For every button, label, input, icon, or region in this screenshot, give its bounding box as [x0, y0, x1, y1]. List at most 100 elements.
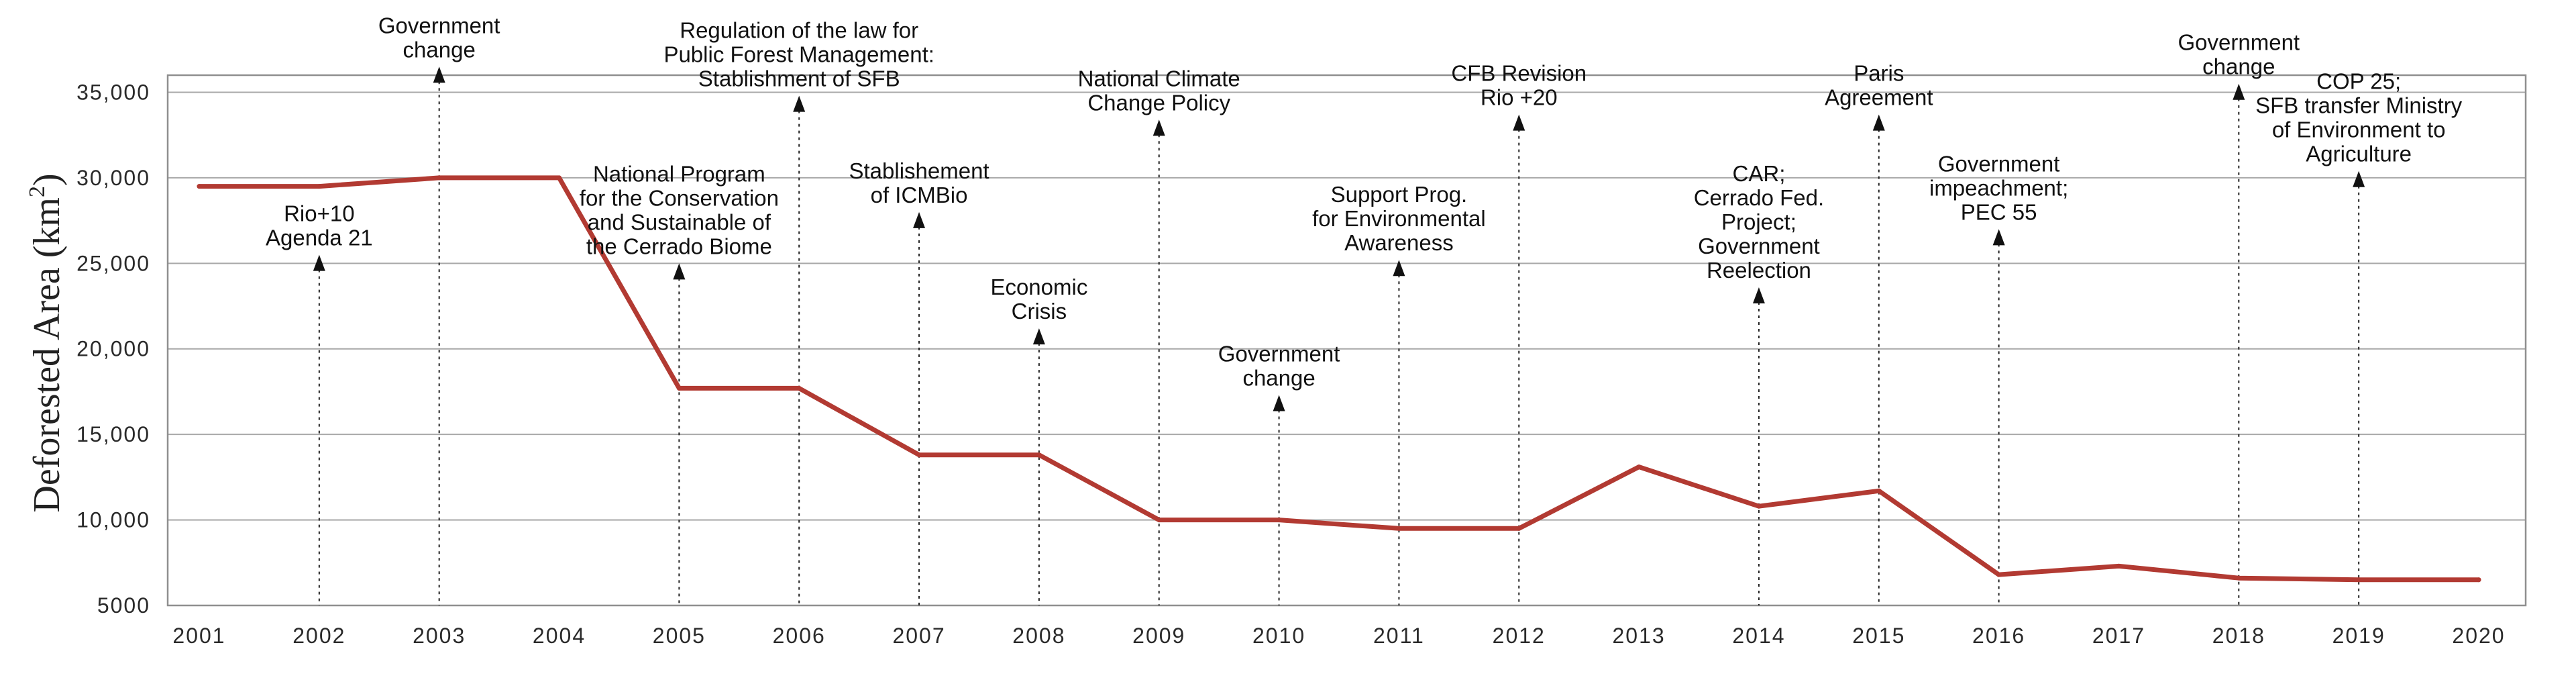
annotation-line: Government — [2178, 30, 2300, 55]
x-tick-label: 2015 — [1852, 624, 1905, 648]
annotation-line: Rio+10 — [284, 201, 355, 226]
x-tick-label: 2002 — [292, 624, 345, 648]
y-axis-title-superscript: 2 — [25, 186, 50, 197]
annotation-line: Crisis — [1012, 299, 1067, 324]
annotation-arrowhead — [1992, 229, 2005, 246]
annotation-arrowhead — [1752, 287, 1765, 303]
y-tick-labels: 5000 10,000 15,000 20,000 25,000 30,000 35,000 — [76, 80, 150, 618]
annotation-line: impeachment; — [1929, 175, 2068, 200]
annotation-line: Agreement — [1825, 85, 1933, 110]
annotation-label: Rio+10 Agenda 21 — [266, 201, 373, 250]
annotation-arrowhead — [1872, 114, 1885, 131]
annotation-label: CAR; Cerrado Fed. Project; Government Reelec… — [1694, 161, 1824, 283]
data-point — [2236, 575, 2241, 581]
x-tick-label: 2001 — [172, 624, 225, 648]
annotation-line: change — [1242, 366, 1315, 391]
x-tick-labels: 2001 2002 2003 2004 2005 2006 2007 2008 2009 2010… — [172, 624, 2504, 648]
annotation-label: Government change — [378, 13, 500, 62]
data-point — [557, 175, 562, 181]
annotation-line: Support Prog. — [1331, 182, 1468, 207]
annotation-line: Government — [1938, 151, 2060, 176]
annotation-line: Agenda 21 — [266, 226, 373, 250]
annotation-label: Economic Crisis — [990, 275, 1087, 324]
annotation-line: change — [403, 37, 476, 62]
annotation-arrowhead — [1273, 395, 1285, 411]
data-point — [197, 184, 202, 189]
data-point — [1277, 518, 1282, 523]
x-tick-label: 2012 — [1493, 624, 1546, 648]
annotation-arrowhead — [2353, 170, 2365, 187]
data-point — [676, 385, 682, 391]
series-group — [197, 175, 2481, 583]
x-tick-label: 2008 — [1012, 624, 1065, 648]
annotation-label: Government change — [1218, 342, 1340, 391]
annotation-line: Rio +20 — [1481, 85, 1558, 110]
x-tick-label: 2007 — [892, 624, 945, 648]
annotation-line: Paris — [1854, 61, 1904, 86]
annotation-line: Regulation of the law for — [680, 18, 918, 43]
annotation-label: Government change — [2178, 30, 2300, 79]
annotation-arrowhead — [1032, 328, 1045, 345]
annotation-arrowhead — [913, 211, 926, 228]
annotation-arrowhead — [1513, 114, 1525, 131]
gridlines — [168, 91, 2526, 606]
data-point — [916, 452, 922, 458]
annotation-line: Stablishment of SFB — [698, 66, 900, 91]
annotation-line: the Cerrado Biome — [586, 234, 772, 258]
annotation-line: Cerrado Fed. — [1694, 185, 1824, 210]
annotation-arrowhead — [673, 263, 686, 280]
y-tick-label: 25,000 — [76, 251, 150, 275]
data-points — [197, 175, 2481, 583]
data-point — [317, 184, 322, 189]
annotation-line: for Environmental — [1312, 206, 1486, 231]
annotation-arrowhead — [433, 66, 445, 83]
annotation-line: CAR; — [1733, 161, 1786, 186]
data-point — [2476, 577, 2481, 583]
x-tick-label: 2010 — [1252, 624, 1305, 648]
annotation-line: Change Policy — [1087, 90, 1230, 115]
y-axis-title-close: ) — [26, 173, 68, 186]
data-point — [1036, 452, 1042, 458]
y-tick-label: 5000 — [97, 593, 150, 618]
annotation-label: Paris Agreement — [1825, 61, 1933, 110]
x-tick-label: 2004 — [533, 624, 586, 648]
annotation-line: Government — [1218, 342, 1340, 366]
x-tick-label: 2016 — [1972, 624, 2025, 648]
annotation-line: Reelection — [1707, 258, 1811, 283]
annotation-line: National Climate — [1078, 66, 1240, 91]
y-tick-label: 15,000 — [76, 422, 150, 446]
annotation-line: of Environment to — [2272, 117, 2446, 142]
x-tick-label: 2019 — [2332, 624, 2385, 648]
data-point — [1756, 503, 1762, 509]
data-point — [2116, 563, 2121, 569]
annotation-label: Stablishement of ICMBio — [849, 158, 989, 207]
plot-frame — [166, 74, 2527, 607]
annotation-line: change — [2202, 54, 2275, 79]
annotation-line: SFB transfer Ministry — [2255, 93, 2463, 118]
y-tick-label: 10,000 — [76, 508, 150, 532]
series-line — [197, 175, 2481, 583]
annotation-line: Agriculture — [2306, 142, 2412, 166]
y-tick-label: 35,000 — [76, 80, 150, 104]
annotation-label: COP 25; SFB transfer Ministry of Environme… — [2255, 69, 2463, 166]
annotation-arrowhead — [313, 254, 325, 271]
annotation-label: Government impeachment; PEC 55 — [1929, 151, 2068, 224]
y-axis-title: Deforested Area (km2) — [25, 173, 68, 512]
y-tick-label: 30,000 — [76, 166, 150, 190]
annotation-arrowhead — [793, 95, 806, 112]
annotation-line: Stablishement — [849, 158, 989, 183]
annotation-line: CFB Revision — [1451, 61, 1587, 86]
annotation-arrowhead — [1152, 119, 1165, 136]
data-point — [1396, 526, 1401, 531]
annotation-line: PEC 55 — [1961, 199, 2037, 224]
annotation-line: Awareness — [1344, 230, 1454, 255]
y-tick-label: 20,000 — [76, 337, 150, 361]
annotation-arrowhead — [2233, 83, 2245, 100]
x-tick-label: 2011 — [1373, 624, 1425, 648]
data-point — [1636, 464, 1642, 470]
x-tick-label: 2013 — [1613, 624, 1666, 648]
annotation-label: National Program for the Conservation and … — [580, 161, 779, 258]
annotation-line: National Program — [593, 161, 765, 186]
